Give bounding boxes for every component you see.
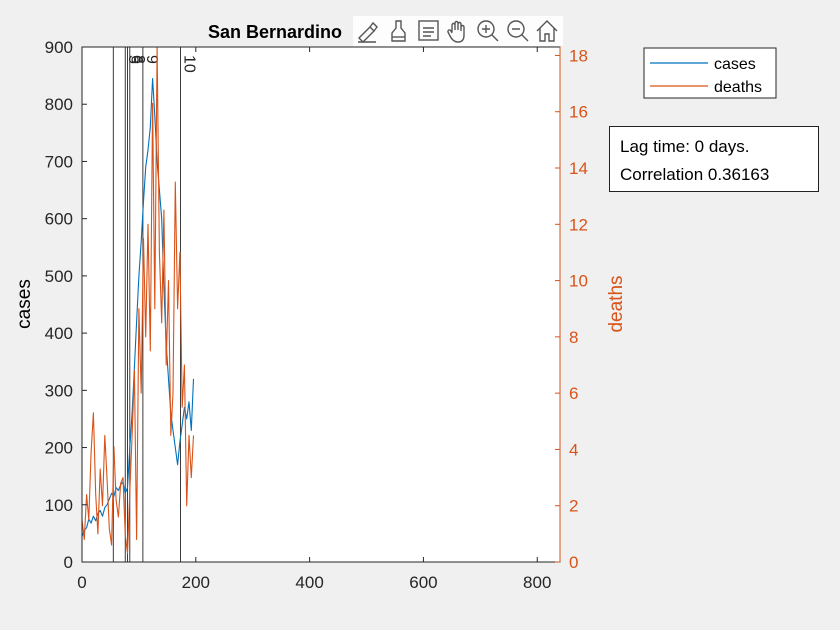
annotation-textbox: Lag time: 0 days. Correlation 0.36163	[609, 126, 819, 192]
y-axis-left-label: cases	[14, 279, 35, 329]
y-right-tick-label: 8	[569, 328, 578, 347]
y-right-tick-label: 10	[569, 272, 588, 291]
legend-label-cases: cases	[714, 56, 756, 73]
y-right-tick-label: 18	[569, 46, 588, 65]
x-tick-label: 200	[182, 573, 210, 592]
zoom-in-icon[interactable]	[477, 20, 499, 42]
y-left-tick-label: 900	[45, 38, 73, 57]
y-left-tick-label: 0	[64, 553, 73, 572]
x-tick-label: 600	[409, 573, 437, 592]
series-layer	[81, 46, 195, 555]
y-right-tick-label: 4	[569, 440, 578, 459]
legend-box	[643, 47, 777, 99]
y-left-tick-label: 700	[45, 152, 73, 171]
chart-title: San Bernardino	[208, 22, 342, 42]
zoom-out-icon[interactable]	[507, 20, 529, 42]
plot-area	[82, 47, 560, 562]
axes-layer: 0 200 400 600 800010020030040050060070080090…	[45, 38, 588, 592]
lag-time-text: Lag time: 0 days.	[620, 137, 750, 156]
x-tick-label: 0	[77, 573, 86, 592]
y-left-tick-label: 200	[45, 439, 73, 458]
series-line-cases	[81, 77, 195, 537]
vertical-marker-label: 6	[128, 55, 145, 64]
y-right-tick-label: 2	[569, 497, 578, 516]
correlation-text: Correlation 0.36163	[620, 165, 770, 184]
y-right-tick-label: 12	[569, 215, 588, 234]
y-left-tick-label: 400	[45, 324, 73, 343]
series-line-deaths	[81, 46, 195, 555]
y-right-tick-label: 16	[569, 103, 588, 122]
vertical-marker-label: 10	[180, 55, 197, 73]
axes-toolbar	[353, 16, 563, 46]
brush-icon[interactable]	[358, 21, 378, 43]
pan-hand-icon[interactable]	[447, 20, 465, 43]
legend: cases deaths	[643, 47, 777, 99]
y-right-tick-label: 0	[569, 553, 578, 572]
x-tick-label: 800	[523, 573, 551, 592]
x-tick-label: 400	[295, 573, 323, 592]
clean-icon[interactable]	[391, 20, 406, 42]
y-left-tick-label: 600	[45, 210, 73, 229]
legend-icon[interactable]	[418, 20, 439, 41]
y-left-tick-label: 100	[45, 496, 73, 515]
y-left-tick-label: 300	[45, 381, 73, 400]
y-left-tick-label: 800	[45, 95, 73, 114]
home-icon[interactable]	[536, 20, 558, 42]
vertical-marker-label: 8	[130, 55, 147, 64]
y-right-tick-label: 14	[569, 159, 588, 178]
y-axis-right-label: deaths	[606, 275, 627, 332]
vertical-marker-label: 9	[143, 55, 160, 64]
legend-label-deaths: deaths	[714, 79, 762, 96]
y-left-tick-label: 500	[45, 267, 73, 286]
y-right-tick-label: 6	[569, 384, 578, 403]
vertical-marker-label: 5	[125, 55, 142, 64]
